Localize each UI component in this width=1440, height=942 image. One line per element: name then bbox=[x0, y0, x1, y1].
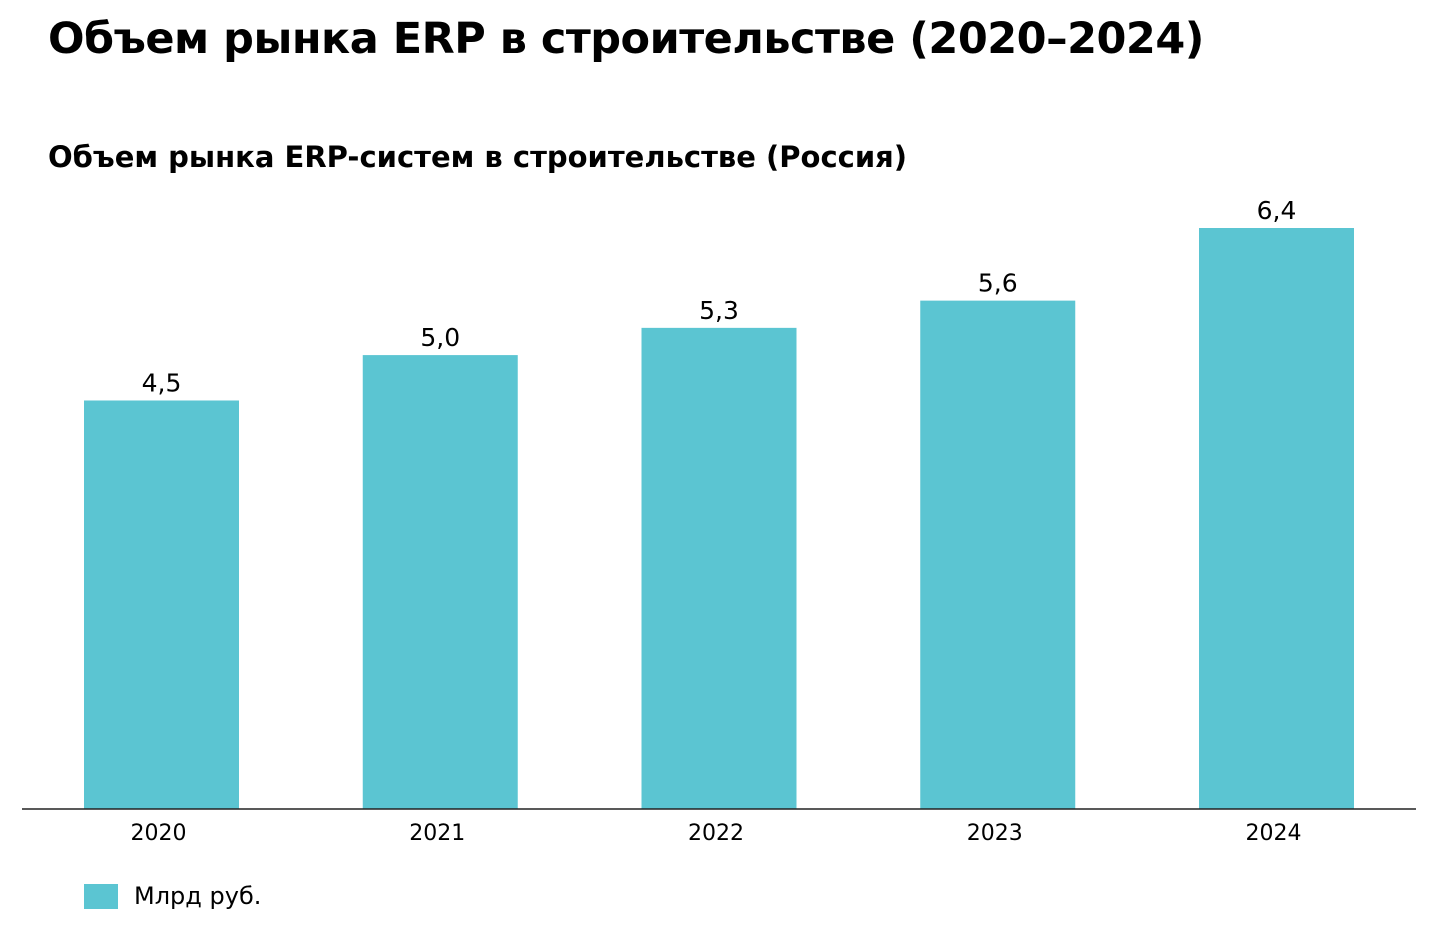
legend-label: Млрд руб. bbox=[134, 882, 262, 910]
x-tick-label-2020: 2020 bbox=[131, 821, 187, 846]
value-label-2023: 5,6 bbox=[978, 269, 1018, 298]
value-labels-group: 4,5 5,0 5,3 5,6 6,4 bbox=[142, 196, 1297, 397]
bar-2022 bbox=[641, 327, 797, 809]
x-tick-label-2023: 2023 bbox=[967, 821, 1023, 846]
x-tick-label-2021: 2021 bbox=[409, 821, 465, 846]
bar-2024 bbox=[1199, 228, 1354, 809]
x-tick-labels-group: 2020 2021 2022 2023 2024 bbox=[131, 821, 1302, 846]
legend: Млрд руб. bbox=[84, 882, 261, 910]
value-label-2024: 6,4 bbox=[1257, 196, 1297, 225]
legend-swatch bbox=[84, 883, 118, 909]
chart-title: Объем рынка ERP-систем в строительстве (… bbox=[48, 140, 908, 174]
value-label-2022: 5,3 bbox=[699, 296, 739, 325]
x-tick-label-2024: 2024 bbox=[1246, 821, 1302, 846]
bars-group bbox=[84, 228, 1354, 809]
value-label-2020: 4,5 bbox=[142, 368, 182, 397]
bar-2021 bbox=[362, 355, 518, 809]
x-tick-label-2022: 2022 bbox=[688, 821, 744, 846]
value-label-2021: 5,0 bbox=[420, 323, 460, 352]
page-title: Объем рынка ERP в строительстве (2020–20… bbox=[48, 14, 1204, 64]
bar-2023 bbox=[920, 300, 1076, 809]
bar-2020 bbox=[84, 400, 239, 809]
